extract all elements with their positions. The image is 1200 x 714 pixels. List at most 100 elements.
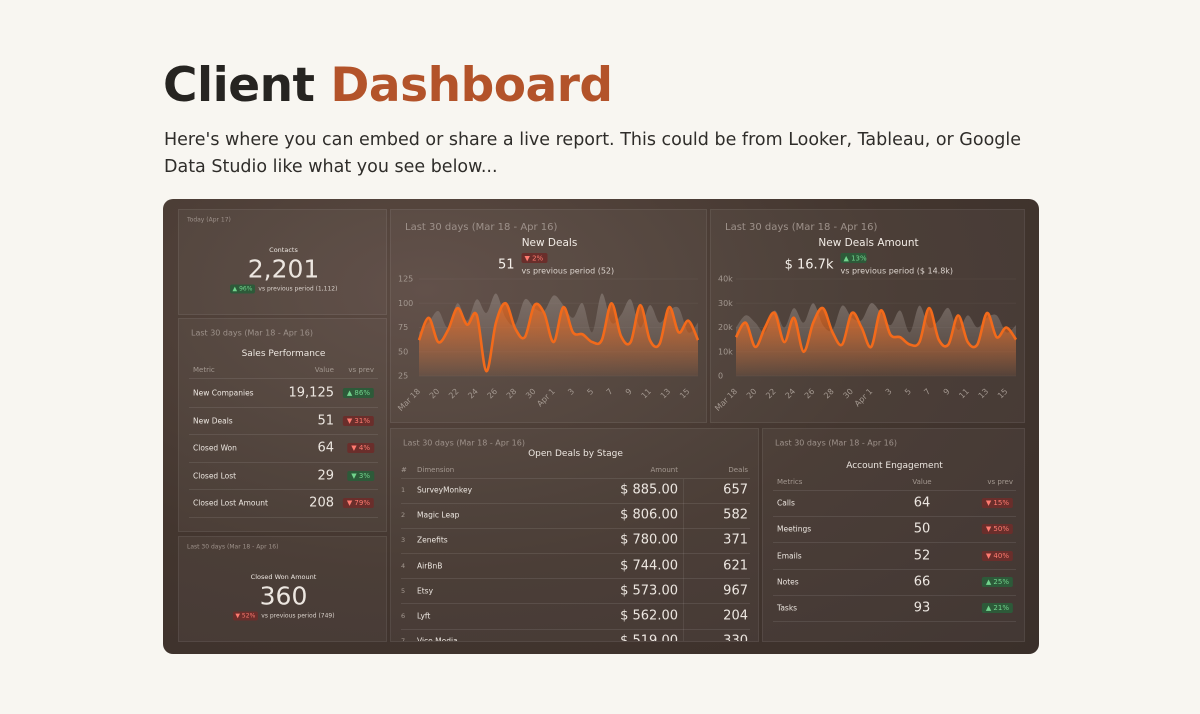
y-tick-label: 20k	[718, 323, 733, 332]
row-separator	[773, 568, 1016, 570]
line	[417, 301, 700, 373]
kpi-comparison: vs previous period ($ 14.8k)	[841, 267, 954, 276]
kpi-widget: Today (Apr 17) Contacts 2,201 ▲ 96% vs previ…	[178, 209, 387, 315]
row-separator	[189, 406, 378, 408]
row-separator	[401, 628, 750, 630]
chart-title: New Deals	[522, 237, 578, 249]
kpi-value: $ 16.7k	[785, 258, 834, 273]
title-part: Client	[163, 58, 315, 113]
x-tick-label: 26	[486, 387, 500, 401]
cell: Emails	[777, 551, 802, 561]
cell: SurveyMonkey	[417, 485, 473, 495]
kpi-widget: Last 30 days (Mar 18 - Apr 16) Closed Won…	[178, 536, 387, 642]
kpi-title: Closed Won Amount	[250, 573, 317, 581]
widget-period: Today (Apr 17)	[187, 216, 231, 224]
row-separator	[189, 489, 378, 491]
row-separator	[773, 542, 1016, 544]
widget-period: Last 30 days (Mar 18 - Apr 16)	[725, 222, 878, 233]
x-tick-label: 30	[524, 387, 538, 401]
row-separator	[401, 553, 750, 554]
y-tick-label: 50	[398, 347, 408, 356]
x-tick-label: 28	[505, 387, 519, 401]
column-header: Amount	[650, 466, 678, 474]
cell: 371	[723, 532, 748, 548]
x-tick-label: 5	[903, 387, 913, 397]
table-title: Sales Performance	[241, 349, 326, 359]
row-separator	[189, 434, 378, 436]
x-tick-label: 5	[585, 387, 595, 397]
cell: Zenefits	[417, 535, 448, 545]
cell: 208	[309, 495, 334, 511]
cell: 29	[317, 468, 334, 483]
column-header: Dimension	[417, 466, 455, 474]
cell: 6	[401, 612, 406, 620]
x-tick-label: 24	[784, 387, 798, 401]
x-tick-label: 26	[803, 387, 817, 401]
chart: Last 30 days (Mar 18 - Apr 16) New Deals 5…	[396, 222, 700, 413]
kpi-comparison: vs previous period (749)	[261, 612, 335, 620]
description: Here's where you can embed or share a li…	[164, 130, 1022, 177]
line	[734, 306, 1018, 354]
x-tick-label: 3	[566, 387, 576, 397]
row-separator	[773, 595, 1016, 597]
x-tick-label: 24	[466, 387, 480, 401]
widget-period: Last 30 days (Mar 18 - Apr 16)	[405, 222, 558, 233]
row-separator	[401, 527, 750, 529]
x-tick-label: 9	[942, 387, 952, 397]
change-badge-bg	[521, 253, 548, 263]
change-badge: ▼ 31%	[342, 415, 374, 426]
kpi-change-row: ▼ 52% vs previous period (749)	[232, 611, 335, 621]
cell: New Deals	[193, 416, 233, 425]
cell: $ 780.00	[620, 532, 678, 548]
change-badge-bg	[840, 253, 867, 263]
cell: Magic Leap	[417, 510, 460, 520]
table-widget: Last 30 days (Mar 18 - Apr 16) Sales Perf…	[178, 318, 387, 532]
row-separator	[401, 603, 750, 605]
cell: $ 562.00	[620, 608, 678, 624]
row-separator	[773, 490, 1016, 491]
cell: 3	[401, 536, 406, 545]
change-badge: ▲ 86%	[342, 388, 374, 398]
cell: 204	[723, 608, 748, 624]
cell: $ 744.00	[620, 558, 678, 574]
row-separator	[401, 502, 750, 504]
table-title: Account Engagement	[846, 461, 943, 471]
change-badge: ▼ 3%	[347, 470, 374, 481]
page-title: Client Dashboard	[163, 58, 613, 113]
cell: Notes	[777, 577, 799, 587]
chart: Last 30 days (Mar 18 - Apr 16) New Deals …	[713, 222, 1018, 413]
cell: 2	[401, 511, 406, 520]
x-tick-label: 15	[996, 387, 1010, 401]
cell: 64	[913, 495, 931, 511]
cell: 4	[401, 561, 406, 570]
row-separator	[189, 378, 378, 379]
x-tick-label: 22	[447, 387, 461, 401]
cell: Calls	[777, 498, 795, 508]
y-tick-label: 10k	[718, 347, 733, 356]
title-accent: Dashboard	[330, 58, 613, 113]
x-tick-label: 28	[822, 387, 836, 401]
cell: 66	[913, 574, 931, 590]
x-tick-label: 22	[764, 387, 778, 401]
column-header: Metric	[193, 366, 215, 374]
row-separator	[773, 621, 1016, 623]
cell: 7	[401, 637, 406, 642]
kpi-value: 51	[498, 258, 515, 273]
cell: 19,125	[288, 385, 335, 401]
change-badge: ▼ 50%	[981, 524, 1013, 535]
row-separator	[401, 478, 750, 479]
cell: $ 519.00	[620, 633, 678, 642]
area	[736, 307, 1016, 376]
cell: Tasks	[777, 603, 798, 613]
x-tick-label: 3	[884, 387, 894, 397]
y-tick-label: 0	[718, 372, 723, 381]
change-badge: ▼ 4%	[347, 443, 374, 453]
cell: Etsy	[417, 586, 434, 596]
change-badge: ▼ 52%	[232, 611, 259, 621]
kpi-comparison: vs previous period (1,112)	[258, 285, 338, 293]
cell: $ 806.00	[620, 507, 678, 523]
change-badge: ▼ 40%	[981, 550, 1013, 561]
x-tick-label: 9	[624, 387, 634, 397]
row-separator	[401, 578, 750, 580]
column-divider	[683, 479, 684, 641]
